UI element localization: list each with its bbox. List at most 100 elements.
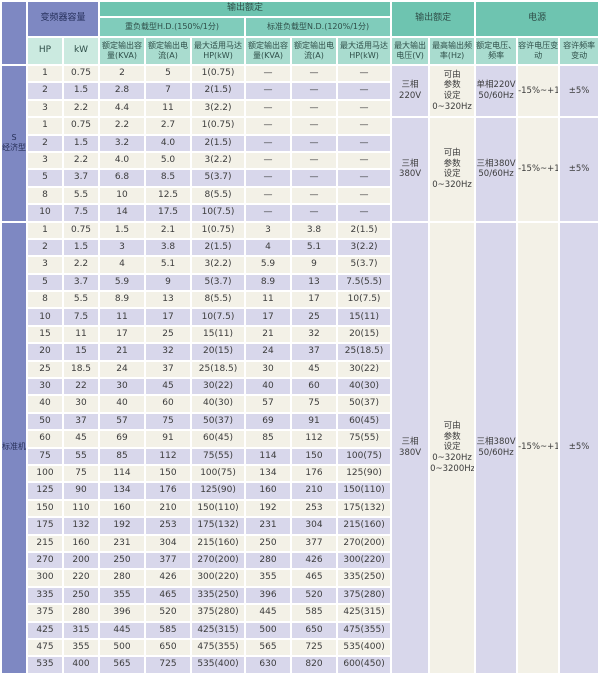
table-row: 270 200 250 377 270(200) 280 426 300(220): [2, 552, 598, 569]
table-cell: 465: [146, 587, 191, 604]
table-row: 30 22 30 45 30(22) 40 60 40(30): [2, 379, 598, 395]
table-cell: 18.5: [64, 361, 99, 378]
table-cell: 17.5: [146, 205, 191, 221]
table-cell: 5.5: [64, 187, 99, 204]
table-cell: 75(55): [192, 448, 245, 464]
max-output-frequency-value: 可由 参数 设定 0~320Hz 0~3200Hz: [430, 222, 475, 673]
table-cell: 725: [146, 657, 191, 673]
table-cell: 304: [292, 518, 337, 534]
table-cell: 1: [28, 118, 62, 134]
table-cell: —: [246, 135, 291, 151]
table-cell: 10: [28, 309, 62, 325]
table-cell: 30: [28, 379, 62, 395]
table-cell: 2.2: [64, 100, 99, 117]
table-cell: 2(1.5): [338, 222, 391, 238]
table-cell: 13: [146, 292, 191, 308]
table-row: 40 30 40 60 40(30) 57 75 50(37): [2, 396, 598, 412]
header-heavy-duty: 重负载型H.D.(150%/1分): [100, 18, 245, 36]
table-cell: 7.5: [64, 309, 99, 325]
table-cell: 250: [246, 535, 291, 551]
table-cell: 60: [28, 431, 62, 447]
table-cell: 535: [28, 657, 62, 673]
table-cell: 520: [146, 605, 191, 621]
table-row: 425 315 445 585 425(315) 500 650 475(355): [2, 622, 598, 638]
table-cell: 426: [292, 552, 337, 569]
table-cell: 270(200): [192, 552, 245, 569]
table-cell: 8: [28, 187, 62, 204]
table-cell: 45: [292, 361, 337, 378]
table-cell: —: [338, 205, 391, 221]
table-cell: 280: [246, 552, 291, 569]
header-nd-rated-kva: 额定输出容量(KVA): [246, 38, 291, 64]
table-cell: 10(7.5): [192, 309, 245, 325]
table-cell: 5(3.7): [192, 274, 245, 291]
header-power-supply: 电源: [476, 2, 599, 36]
table-row: 3 2.2 4 5.1 3(2.2) 5.9 9 5(3.7): [2, 257, 598, 273]
table-cell: 20: [28, 344, 62, 360]
table-cell: 396: [100, 605, 145, 621]
table-cell: 3: [28, 152, 62, 169]
table-row: 8 5.5 8.9 13 8(5.5) 11 17 10(7.5): [2, 292, 598, 308]
table-cell: 12.5: [146, 187, 191, 204]
header-nd-max-motor: 最大适用马达HP(kW): [338, 38, 391, 64]
group-label-standard: 标准机: [2, 222, 26, 673]
table-cell: 375(280): [192, 605, 245, 621]
table-cell: 175(132): [192, 518, 245, 534]
table-cell: 57: [246, 396, 291, 412]
table-cell: 75(55): [338, 431, 391, 447]
table-cell: 2.2: [100, 118, 145, 134]
table-cell: 8(5.5): [192, 187, 245, 204]
table-cell: 21: [246, 326, 291, 343]
header-inverter-capacity: 变频器容量: [28, 2, 99, 36]
table-cell: 400: [64, 657, 99, 673]
table-cell: —: [338, 118, 391, 134]
table-row: 375 280 396 520 375(280) 445 585 425(315): [2, 605, 598, 621]
header-hd-rated-current: 额定输出电流(A): [146, 38, 191, 64]
table-cell: 100: [28, 465, 62, 482]
max-output-frequency-value: 可由 参数 设定 0~320Hz: [430, 66, 475, 117]
table-cell: 40(30): [192, 396, 245, 412]
table-cell: 0.75: [64, 222, 99, 238]
table-cell: —: [246, 152, 291, 169]
table-cell: 585: [146, 622, 191, 638]
table-cell: 21: [100, 344, 145, 360]
table-cell: 60(45): [338, 413, 391, 430]
table-cell: 40: [246, 379, 291, 395]
table-cell: 85: [246, 431, 291, 447]
table-cell: 1.5: [64, 239, 99, 256]
table-row: 175 132 192 253 175(132) 231 304 215(160): [2, 518, 598, 534]
table-cell: 4.0: [100, 152, 145, 169]
table-cell: 2(1.5): [192, 239, 245, 256]
table-cell: 11: [64, 326, 99, 343]
table-cell: 150: [292, 448, 337, 464]
table-cell: 17: [292, 292, 337, 308]
table-cell: 3.8: [146, 239, 191, 256]
table-cell: —: [292, 118, 337, 134]
table-cell: 8.9: [100, 292, 145, 308]
table-cell: 5: [28, 170, 62, 186]
table-cell: 375: [28, 605, 62, 621]
table-cell: 25(18.5): [192, 361, 245, 378]
table-cell: 125(90): [192, 483, 245, 499]
table-cell: 2: [28, 83, 62, 99]
table-cell: 150(110): [338, 483, 391, 499]
header-max-output-voltage: 最大输出电压(V): [392, 38, 429, 64]
table-cell: 4.4: [100, 100, 145, 117]
table-cell: 630: [246, 657, 291, 673]
table-cell: 1(0.75): [192, 222, 245, 238]
table-cell: 4: [246, 239, 291, 256]
table-cell: 150: [28, 500, 62, 517]
table-row: 5 3.7 6.8 8.5 5(3.7) — — —: [2, 170, 598, 186]
table-cell: 160: [64, 535, 99, 551]
table-cell: 11: [146, 100, 191, 117]
table-cell: 9: [146, 274, 191, 291]
table-cell: 200: [64, 552, 99, 569]
table-cell: —: [292, 187, 337, 204]
table-cell: 25: [28, 361, 62, 378]
table-cell: 215(160): [192, 535, 245, 551]
frequency-tolerance-value: ±5%: [560, 66, 599, 117]
max-output-frequency-value: 可由 参数 设定 0~320Hz: [430, 118, 475, 221]
table-cell: —: [338, 187, 391, 204]
table-row: 20 15 21 32 20(15) 24 37 25(18.5): [2, 344, 598, 360]
table-cell: 2.1: [146, 222, 191, 238]
